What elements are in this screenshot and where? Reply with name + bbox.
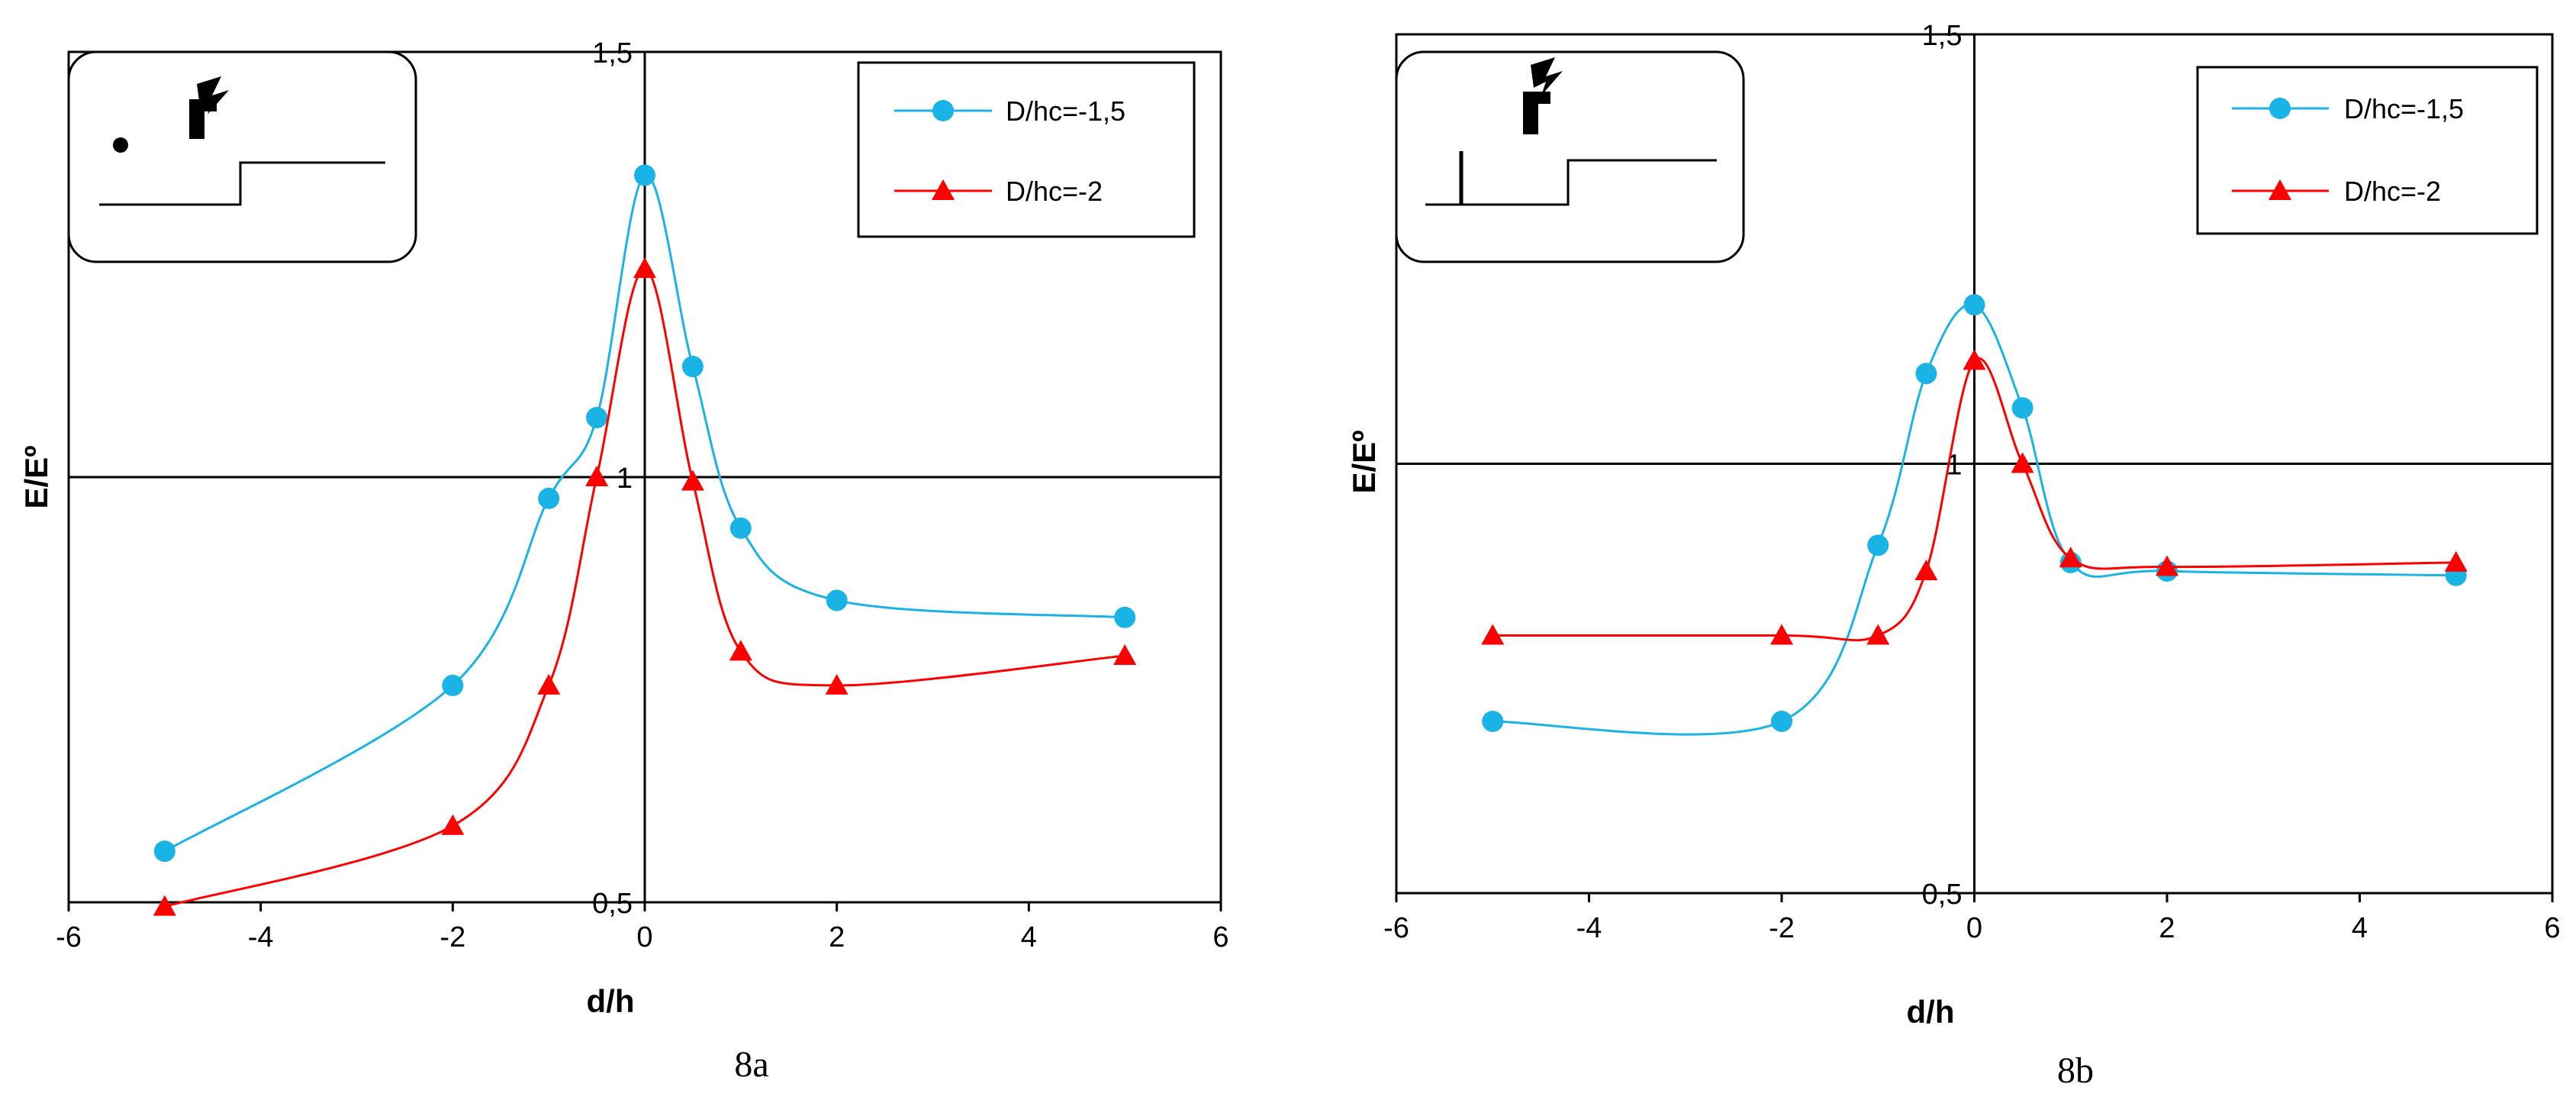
data-point-triangle: [825, 673, 848, 695]
step-profile-icon: [99, 161, 385, 206]
y-axis-label: E/Eº: [18, 445, 54, 508]
legend-frame: [857, 61, 1196, 238]
data-point-circle: [1867, 534, 1889, 556]
x-tick-label: -6: [56, 921, 82, 953]
data-point-triangle: [729, 640, 752, 661]
y-tick-label: 1: [617, 463, 633, 495]
data-point-circle: [681, 356, 704, 378]
x-tick-label: -2: [1769, 912, 1795, 944]
x-tick-label: -4: [248, 921, 274, 953]
legend-marker-triangle: [932, 179, 955, 200]
y-axis-label: E/Eº: [1346, 430, 1382, 493]
x-axis-label: d/h: [587, 983, 635, 1019]
chart-panel-8a: -6 -4 -2 0 2 4 60,511,5 D/hc=-1,5 D/hc=-2 d/h …: [18, 37, 1229, 1085]
legend-frame: [2196, 66, 2539, 235]
data-point-triangle: [537, 673, 561, 695]
data-point-circle: [634, 164, 655, 186]
data-point-triangle: [2156, 555, 2178, 576]
x-axis-label: d/h: [1907, 994, 1955, 1030]
wave-generator-icon: [1523, 57, 1563, 134]
data-point-triangle: [585, 466, 609, 486]
data-point-triangle: [1113, 644, 1137, 665]
data-point-triangle: [681, 469, 704, 491]
data-point-circle: [1963, 294, 1985, 316]
legend-label-series-2: D/hc=-2: [2344, 176, 2441, 207]
y-tick-label: 1,5: [1922, 20, 1963, 52]
legend-label-series-2: D/hc=-2: [1006, 176, 1103, 207]
legend-marker-triangle: [2268, 179, 2291, 200]
x-tick-label: 2: [2159, 912, 2175, 944]
inset-frame: [1395, 50, 1745, 263]
figure-caption: 8b: [2057, 1050, 2094, 1091]
data-point-circle: [2011, 397, 2033, 419]
wave-generator-icon: [189, 76, 229, 139]
data-point-triangle: [2059, 547, 2082, 568]
series-layer: [153, 164, 1137, 916]
x-tick-label: 0: [636, 921, 652, 953]
data-point-triangle: [1481, 624, 1505, 645]
data-point-triangle: [153, 895, 176, 916]
legend-label-series-1: D/hc=-1,5: [1006, 95, 1125, 127]
data-point-triangle: [633, 257, 656, 279]
data-point-triangle: [1963, 349, 1986, 370]
data-point-circle: [826, 589, 848, 611]
axes-group: -6 -4 -2 0 2 4 60,511,5: [1383, 20, 2560, 944]
legend-marker-circle: [932, 100, 954, 121]
inset-diagram: [1395, 50, 1745, 263]
data-point-triangle: [1770, 624, 1793, 645]
data-point-triangle: [2444, 550, 2468, 572]
legend: D/hc=-1,5 D/hc=-2: [857, 61, 1196, 238]
y-tick-label: 1,5: [592, 37, 633, 69]
data-point-circle: [153, 840, 175, 863]
x-tick-label: -4: [1576, 912, 1602, 944]
data-point-circle: [1114, 606, 1136, 628]
series-layer: [1481, 294, 2468, 736]
x-tick-label: 6: [1212, 921, 1228, 953]
data-point-circle: [538, 487, 560, 509]
data-point-circle: [586, 407, 608, 429]
figure-caption: 8a: [734, 1044, 768, 1085]
x-tick-label: -6: [1383, 912, 1409, 944]
legend: D/hc=-1,5 D/hc=-2: [2196, 66, 2539, 235]
data-point-circle: [1771, 711, 1792, 732]
data-point-triangle: [2011, 452, 2034, 473]
data-point-triangle: [1914, 560, 1938, 581]
step-profile-icon: [1425, 159, 1717, 206]
y-tick-label: 0,5: [1922, 879, 1963, 911]
legend-marker-circle: [2269, 98, 2291, 119]
x-tick-label: 0: [1966, 912, 1982, 944]
axes-group: -6 -4 -2 0 2 4 6 0,5 1 1,5: [56, 37, 1228, 953]
data-point-circle: [1482, 711, 1504, 732]
floating-body-icon: [113, 137, 128, 153]
data-point-circle: [1915, 363, 1937, 385]
x-tick-label: 6: [2544, 912, 2560, 944]
legend-label-series-1: D/hc=-1,5: [2344, 93, 2464, 124]
inset-diagram: [67, 50, 417, 263]
y-tick-label: 0,5: [592, 888, 633, 920]
chart-panel-8b: -6 -4 -2 0 2 4 60,511,5 D/hc=-1,5 D/hc=-2 d/h …: [1346, 20, 2561, 1091]
data-point-circle: [442, 674, 464, 696]
x-tick-label: 2: [829, 921, 845, 953]
x-tick-label: 4: [2352, 912, 2368, 944]
data-point-circle: [729, 517, 752, 539]
x-tick-label: 4: [1021, 921, 1037, 953]
data-point-triangle: [1866, 624, 1890, 645]
x-tick-label: -2: [440, 921, 465, 953]
data-point-triangle: [441, 814, 465, 835]
inset-frame: [67, 50, 417, 263]
